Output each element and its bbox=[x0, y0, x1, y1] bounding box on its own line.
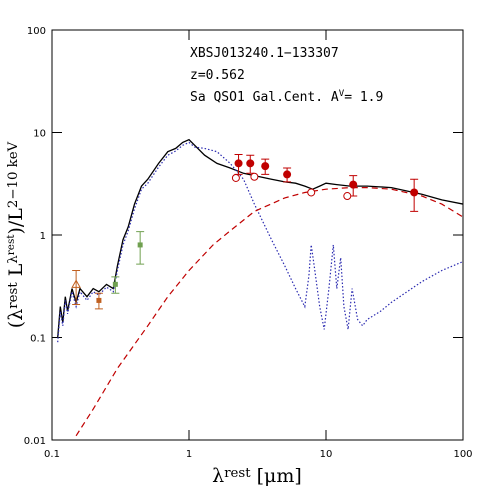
annotation: XBSJ013240.1−133307 bbox=[190, 46, 339, 61]
annotation-part: = 1.9 bbox=[344, 90, 383, 105]
data-point bbox=[349, 180, 358, 189]
x-axis-label-part: λ bbox=[212, 465, 224, 487]
annotation: Sa QSO1 Gal.Cent. AV= 1.9 bbox=[190, 89, 383, 105]
sed-curve bbox=[57, 138, 463, 338]
data-point bbox=[250, 172, 259, 181]
data-point bbox=[246, 159, 255, 168]
data-point bbox=[307, 188, 316, 197]
data-point bbox=[410, 188, 419, 197]
data-point bbox=[231, 173, 240, 182]
x-axis-label-part: [μm] bbox=[251, 465, 302, 487]
data-point bbox=[96, 297, 102, 303]
data-point bbox=[234, 159, 243, 168]
data-point bbox=[112, 281, 118, 287]
y-tick-label: 100 bbox=[27, 26, 46, 37]
sed-curve bbox=[75, 187, 463, 437]
y-axis-label-part: rest bbox=[6, 282, 21, 309]
x-tick-label: 0.1 bbox=[44, 449, 60, 460]
y-axis-label: (λrest Lλrest)/L2−10 keV bbox=[5, 141, 27, 328]
y-tick-label: 0.01 bbox=[24, 436, 46, 447]
x-tick-label: 1 bbox=[186, 449, 192, 460]
annotation-part: V bbox=[339, 89, 345, 99]
y-tick-label: 0.1 bbox=[30, 334, 46, 345]
x-tick-label: 100 bbox=[453, 449, 472, 460]
data-point bbox=[261, 162, 270, 171]
x-axis-label: λrest [μm] bbox=[212, 465, 302, 487]
y-axis-label-part: λ bbox=[6, 255, 21, 264]
y-axis-label-part: rest bbox=[5, 234, 17, 256]
y-axis-label-part: (λ bbox=[5, 309, 27, 328]
annotation: z=0.562 bbox=[190, 68, 245, 83]
data-point bbox=[343, 192, 352, 201]
y-tick-label: 10 bbox=[33, 129, 46, 140]
sed-curve bbox=[57, 141, 463, 343]
y-axis-label-part: 2−10 keV bbox=[6, 141, 21, 208]
y-axis-label-part: L bbox=[5, 263, 27, 282]
x-tick-label: 10 bbox=[320, 449, 333, 460]
data-point bbox=[137, 242, 143, 248]
y-tick-label: 1 bbox=[40, 231, 46, 242]
error-bar bbox=[136, 231, 145, 265]
data-point bbox=[283, 170, 292, 179]
data-point bbox=[71, 279, 81, 288]
y-axis-label-part: )/L bbox=[5, 208, 27, 235]
x-axis-label-part: rest bbox=[224, 466, 251, 481]
annotation-part: Sa QSO1 Gal.Cent. A bbox=[190, 90, 339, 105]
